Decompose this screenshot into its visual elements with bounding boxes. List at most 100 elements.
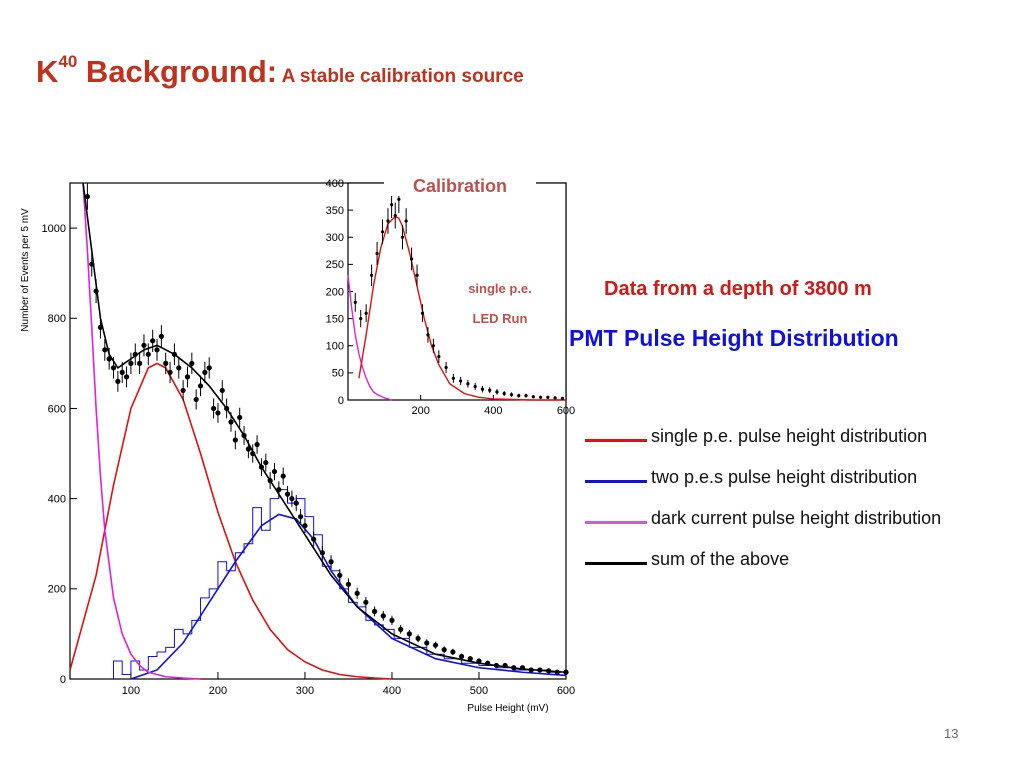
main-data-point	[554, 669, 560, 675]
main-data-point	[102, 347, 108, 353]
legend-swatch-dark-current	[585, 521, 647, 524]
inset-ytick-label: 250	[326, 259, 344, 271]
main-data-point	[280, 473, 286, 479]
inset-data-point	[546, 395, 550, 399]
main-data-point	[319, 550, 325, 556]
main-data-point	[206, 365, 212, 371]
inset-xtick-label: 200	[411, 405, 429, 417]
main-data-point	[228, 419, 234, 425]
main-single-pe-fit-line	[69, 362, 393, 680]
main-data-point	[276, 487, 282, 493]
inset-data-point	[431, 344, 435, 348]
title-main: K	[36, 54, 59, 89]
main-xtick-label: 300	[296, 685, 314, 697]
inset-data-point	[426, 333, 430, 337]
main-data-point	[241, 432, 247, 439]
main-data-point	[511, 665, 517, 671]
main-data-point	[132, 351, 138, 357]
inset-data-point	[509, 392, 514, 397]
main-sum-fit-line	[82, 182, 567, 674]
inset-title-bg	[384, 172, 536, 196]
inset-data-point	[400, 235, 405, 239]
main-data-point	[150, 338, 156, 344]
main-data-point	[93, 288, 99, 294]
main-data-point	[245, 446, 251, 452]
main-data-point	[432, 642, 439, 648]
main-dark-current-fit-line	[82, 182, 201, 680]
main-data-point	[415, 635, 421, 642]
inset-ytick-label: 300	[326, 232, 344, 244]
pmt-label: PMT Pulse Height Distribution	[569, 325, 899, 351]
inset-data-point	[538, 395, 543, 399]
main-data-point	[193, 396, 199, 403]
inset-data-point	[390, 203, 394, 207]
main-ytick-label: 600	[48, 403, 66, 415]
legend-swatch-two-pe	[585, 480, 647, 483]
legend-label-sum: sum of the above	[651, 549, 790, 569]
inset-data-point	[380, 230, 385, 234]
main-data-point	[163, 360, 169, 366]
main-data-point	[289, 496, 295, 502]
main-ytick-label: 0	[60, 674, 66, 686]
main-data-point	[119, 369, 125, 375]
main-data-point	[563, 669, 569, 675]
main-data-point	[237, 414, 243, 421]
main-ytick-label: 800	[48, 313, 66, 325]
title-superscript: 40	[58, 52, 78, 71]
main-data-point	[219, 387, 225, 394]
title-rest: Background:	[77, 54, 278, 89]
inset-annotation-single-pe: single p.e.	[468, 281, 532, 296]
main-data-point	[167, 369, 173, 375]
main-data-point	[476, 658, 482, 664]
main-data-point	[84, 193, 91, 200]
main-data-point	[354, 590, 360, 596]
main-data-point	[458, 653, 465, 660]
inset-data-point	[502, 391, 506, 396]
main-data-point	[232, 437, 238, 443]
inset-data-point	[524, 394, 528, 398]
inset-data-point	[553, 396, 557, 400]
main-data-point	[110, 365, 117, 371]
main-data-point	[89, 261, 95, 267]
inset-data-point	[437, 355, 441, 359]
main-ylabel: Number of Events per 5 mV	[20, 208, 31, 332]
main-data-point	[398, 626, 404, 633]
inset-data-point	[404, 219, 408, 223]
main-data-point	[328, 559, 334, 565]
legend-label-dark-current: dark current pulse height distribution	[651, 508, 942, 528]
main-data-point	[189, 360, 195, 366]
main-data-point	[406, 631, 412, 637]
inset-title: Calibration	[413, 176, 507, 196]
inset-data-point	[415, 273, 419, 277]
main-data-point	[202, 369, 208, 375]
main-data-point	[337, 572, 343, 578]
main-xtick-label: 600	[557, 685, 575, 697]
main-data-point	[263, 459, 269, 466]
main-xtick-label: 200	[209, 685, 227, 697]
main-data-point	[123, 374, 130, 380]
inset-data-point	[480, 387, 485, 391]
main-data-point	[158, 333, 164, 339]
main-data-point	[97, 324, 104, 330]
main-data-point	[210, 405, 217, 412]
inset-data-point	[397, 197, 401, 201]
inset-data-point	[451, 376, 455, 380]
inset-data-point	[420, 311, 425, 315]
main-data-point	[115, 378, 121, 384]
main-data-point	[254, 441, 260, 448]
inset-ytick-label: 0	[338, 395, 344, 407]
title-subtitle: A stable calibration source	[281, 66, 524, 87]
inset-data-point	[386, 219, 390, 223]
inset-frame	[347, 182, 567, 401]
legend-swatch-single-pe	[585, 439, 647, 442]
main-xtick-label: 100	[122, 685, 140, 697]
inset-data-point	[409, 257, 414, 261]
inset-data-point	[466, 382, 470, 386]
main-xtick-label: 500	[470, 685, 488, 697]
inset-data-point	[370, 273, 374, 277]
inset-dark-current-line	[347, 275, 392, 401]
inset-data-point	[531, 395, 535, 399]
inset-xtick-label: 600	[557, 405, 575, 417]
inset-ytick-label: 400	[326, 178, 344, 190]
